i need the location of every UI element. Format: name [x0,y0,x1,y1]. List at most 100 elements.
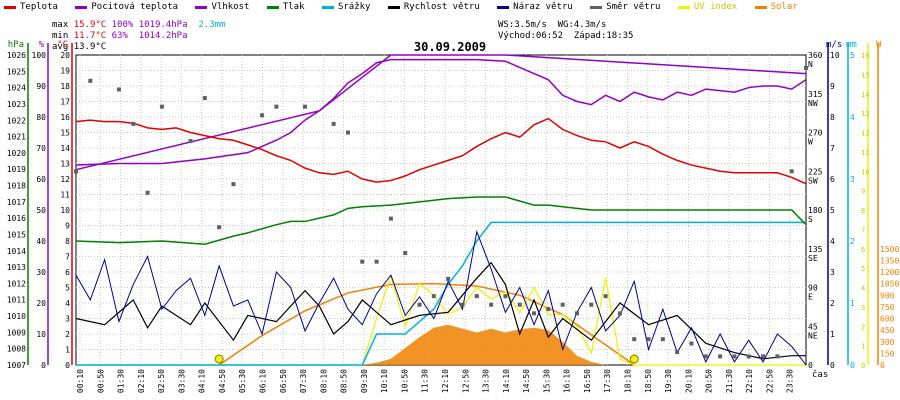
y-tick-label-uv: 2 [861,323,865,331]
wind-direction-point [546,307,551,312]
x-tick-label: 22:10 [745,369,754,393]
wind-direction-point [217,225,222,230]
wind-direction-point [116,87,121,92]
legend-swatch [4,5,16,9]
chart-title: 30.09.2009 [414,40,486,54]
y-tick-label-uv: 7 [861,226,865,234]
y-tick-label-humidity: 50 [36,206,46,215]
y-tick-label-temperature: 3 [65,315,70,324]
wind-direction-point [746,354,751,359]
y-tick-label-temperature: 11 [60,191,70,200]
wind-direction-point [360,259,365,264]
x-tick-label: 20:50 [705,369,714,393]
y-tick-label-solar: 1500 [880,245,899,254]
x-tick-label: 07:30 [299,369,308,393]
y-tick-label-uv: 12 [861,130,869,138]
wind-direction-point [417,302,422,307]
legend-label: Náraz větru [513,2,573,12]
y-tick-label-humidity: 20 [36,299,46,308]
y-tick-label-wind: 4 [830,237,835,246]
x-tick-label: 06:50 [279,369,288,393]
axis-unit-solar: W [876,40,882,50]
y-tick-label-wind: 5 [830,206,835,215]
x-tick-label: 14:50 [522,369,531,393]
y-tick-label-pressure: 1025 [7,67,26,76]
y-tick-label-temperature: 17 [60,98,70,107]
x-tick-label: 04:10 [198,369,207,393]
y-tick-label-pressure: 1009 [7,328,26,337]
legend-swatch [321,5,334,9]
y-tick-label-wind: 0 [830,361,835,370]
y-tick-label-temperature: 20 [60,51,70,60]
legend-label: Vlhkost [211,2,250,12]
y-tick-label-humidity: 40 [36,237,46,246]
wind-direction-point [74,169,78,174]
wind-direction-point [732,354,737,359]
wind-direction-point [145,190,150,195]
y-tick-label-temperature: 14 [60,144,70,153]
y-tick-label-solar: 1350 [880,256,899,265]
legend-item: Teplota [4,2,58,13]
wind-direction-point [503,294,508,299]
y-tick-label-pressure: 1026 [7,51,26,60]
y-tick-label-temperature: 16 [60,113,70,122]
x-tick-label: 23:30 [786,369,795,393]
legend-swatch [387,5,400,9]
x-tick-label: 16:10 [563,369,572,393]
y-tick-label-wind: 2 [830,299,835,308]
y-tick-label-uv: 4 [861,285,865,293]
x-tick-label: 08:50 [340,369,349,393]
y-tick-label-temperature: 18 [60,82,70,91]
x-tick-label: 16:50 [583,369,592,393]
y-tick-label-rain: 2 [850,237,855,246]
wind-direction-point [403,251,408,256]
wind-direction-point [775,354,780,359]
y-tick-label-direction: SE [808,254,818,263]
y-tick-label-direction: 360 [808,51,823,60]
legend-swatch [266,5,279,9]
y-tick-label-rain: 0 [850,361,855,370]
y-tick-label-pressure: 1012 [7,279,26,288]
wind-direction-point [789,169,794,174]
series-line-teplota [75,117,807,185]
y-tick-label-temperature: 6 [65,268,70,277]
wind-direction-point [303,104,308,109]
legend-swatch [677,5,690,9]
y-tick-label-humidity: 60 [36,175,46,184]
wind-direction-point [388,216,393,221]
sunset-marker [629,354,639,364]
x-tick-label: 04:50 [218,369,227,393]
legend-item: UV index [677,2,738,13]
y-tick-label-pressure: 1011 [7,296,26,305]
series-line-náraz-větru [75,229,807,366]
wind-direction-point [489,302,494,307]
wind-direction-point [88,78,93,83]
x-tick-label: 09:30 [360,369,369,393]
y-tick-label-direction: E [808,293,813,302]
series-line-vlhkost [75,54,807,171]
y-tick-label-humidity: 0 [41,361,46,370]
y-tick-label-pressure: 1007 [7,361,26,370]
y-tick-label-direction: 270 [808,129,823,138]
summary-avg: avg 13.9°C [52,42,107,52]
y-tick-label-solar: 900 [880,291,895,300]
x-tick-label: 22:50 [765,369,774,393]
legend-label: UV index [693,2,738,12]
legend-label: Srážky [337,2,371,12]
y-tick-label-rain: 3 [850,175,855,184]
x-tick-label: 19:30 [664,369,673,393]
legend-swatch [75,5,88,9]
axis-unit-wind: m/s [826,40,842,50]
sun-summary: Východ:06:52 Západ:18:35 [498,31,634,41]
wind-direction-point [345,130,350,135]
y-tick-label-wind: 10 [830,51,840,60]
y-tick-label-solar: 1050 [880,280,899,289]
y-tick-label-humidity: 90 [36,82,46,91]
wind-direction-point [532,311,537,316]
y-tick-label-pressure: 1016 [7,214,26,223]
wind-direction-point [131,121,136,126]
summary-min: min 11.7°C 63% 1014.2hPa [52,31,188,41]
legend-swatch [497,5,510,9]
legend-item: Solar [754,2,798,13]
x-tick-label: 10:50 [400,369,409,393]
